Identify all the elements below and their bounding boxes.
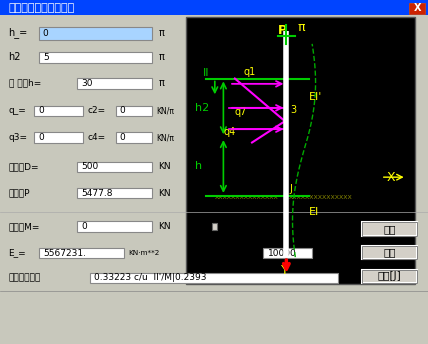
Bar	[77, 188, 152, 198]
Bar	[116, 132, 152, 143]
Text: KN·m**2: KN·m**2	[128, 250, 160, 256]
Text: q_=: q_=	[9, 106, 26, 115]
Text: 5: 5	[43, 53, 48, 62]
Text: π: π	[298, 21, 305, 34]
Text: 桩顶力D=: 桩顶力D=	[9, 162, 39, 171]
Bar	[39, 27, 152, 40]
Text: 5477.8: 5477.8	[81, 189, 113, 198]
Bar	[362, 270, 417, 283]
Text: X: X	[386, 171, 395, 184]
Text: EI: EI	[309, 207, 320, 217]
Text: 确定: 确定	[383, 224, 396, 234]
Text: 总弯矩M=: 总弯矩M=	[9, 222, 40, 231]
Text: 500: 500	[81, 162, 98, 171]
Bar	[34, 132, 83, 143]
Text: XXXXXXXXXXXXXXX: XXXXXXXXXXXXXXX	[289, 195, 353, 200]
Bar	[186, 17, 415, 284]
Bar	[90, 273, 338, 283]
Text: 0: 0	[81, 222, 87, 231]
Text: II: II	[203, 68, 210, 78]
Bar	[39, 248, 124, 258]
Text: X: X	[413, 3, 421, 13]
Text: 入 深度h=: 入 深度h=	[9, 79, 41, 88]
Bar	[362, 246, 417, 259]
Text: q7: q7	[235, 107, 247, 117]
Bar	[263, 248, 312, 258]
Text: 0: 0	[39, 133, 44, 142]
Text: π: π	[158, 52, 164, 62]
Text: 0: 0	[120, 133, 125, 142]
Text: h_=: h_=	[9, 27, 28, 38]
Text: 0: 0	[120, 106, 125, 115]
Bar	[77, 78, 152, 89]
Text: 弹性单排基桩计算数据: 弹性单排基桩计算数据	[9, 2, 75, 13]
Text: π: π	[158, 28, 164, 38]
Text: 30: 30	[81, 79, 93, 88]
Text: KN/π: KN/π	[156, 106, 174, 115]
Bar	[212, 223, 217, 230]
Text: KN/m**4: KN/m**4	[316, 250, 346, 256]
Text: 0.33223 c/u  ll'/M|0.2393: 0.33223 c/u ll'/M|0.2393	[94, 273, 207, 282]
Text: 过桩系数f=: 过桩系数f=	[199, 248, 228, 257]
Text: J: J	[289, 184, 292, 194]
Text: 桩身力P: 桩身力P	[9, 189, 30, 198]
Text: 0: 0	[43, 29, 48, 38]
Text: KN: KN	[158, 162, 171, 171]
Text: q1: q1	[244, 66, 256, 76]
Bar	[362, 222, 417, 236]
Text: 取消: 取消	[383, 247, 396, 257]
Text: P: P	[278, 24, 287, 37]
Bar	[77, 162, 152, 172]
Text: 3: 3	[291, 105, 297, 115]
Text: q4: q4	[223, 127, 236, 137]
Text: EI': EI'	[309, 92, 323, 102]
Bar	[362, 246, 417, 259]
Bar	[0, 0, 428, 15]
Text: Y: Y	[281, 264, 288, 277]
Text: 0: 0	[39, 106, 44, 115]
Text: π: π	[158, 78, 164, 88]
Text: 5567231.: 5567231.	[43, 249, 86, 258]
Text: 其底嵌入生土: 其底嵌入生土	[220, 222, 253, 231]
Text: E_=: E_=	[9, 248, 26, 257]
Bar	[362, 222, 417, 236]
Text: 帮助[J]: 帮助[J]	[377, 271, 401, 281]
Bar	[362, 270, 417, 283]
Text: KN/π: KN/π	[156, 133, 174, 142]
Text: c4=: c4=	[88, 133, 106, 142]
Text: h2: h2	[9, 52, 21, 62]
Text: q3=: q3=	[9, 133, 27, 142]
Text: KN: KN	[158, 189, 171, 198]
Bar	[77, 221, 152, 232]
Text: 10000: 10000	[268, 249, 296, 258]
Bar	[409, 3, 425, 14]
Text: h2: h2	[195, 103, 209, 113]
Bar	[34, 106, 83, 116]
Bar	[39, 52, 152, 63]
Text: KN: KN	[158, 222, 171, 231]
Bar	[116, 106, 152, 116]
Text: XXXXXXXXXXXXXXX: XXXXXXXXXXXXXXX	[215, 195, 279, 200]
Text: 弹性变形系数: 弹性变形系数	[9, 273, 41, 282]
Text: h: h	[195, 161, 202, 172]
Text: c2=: c2=	[88, 106, 106, 115]
